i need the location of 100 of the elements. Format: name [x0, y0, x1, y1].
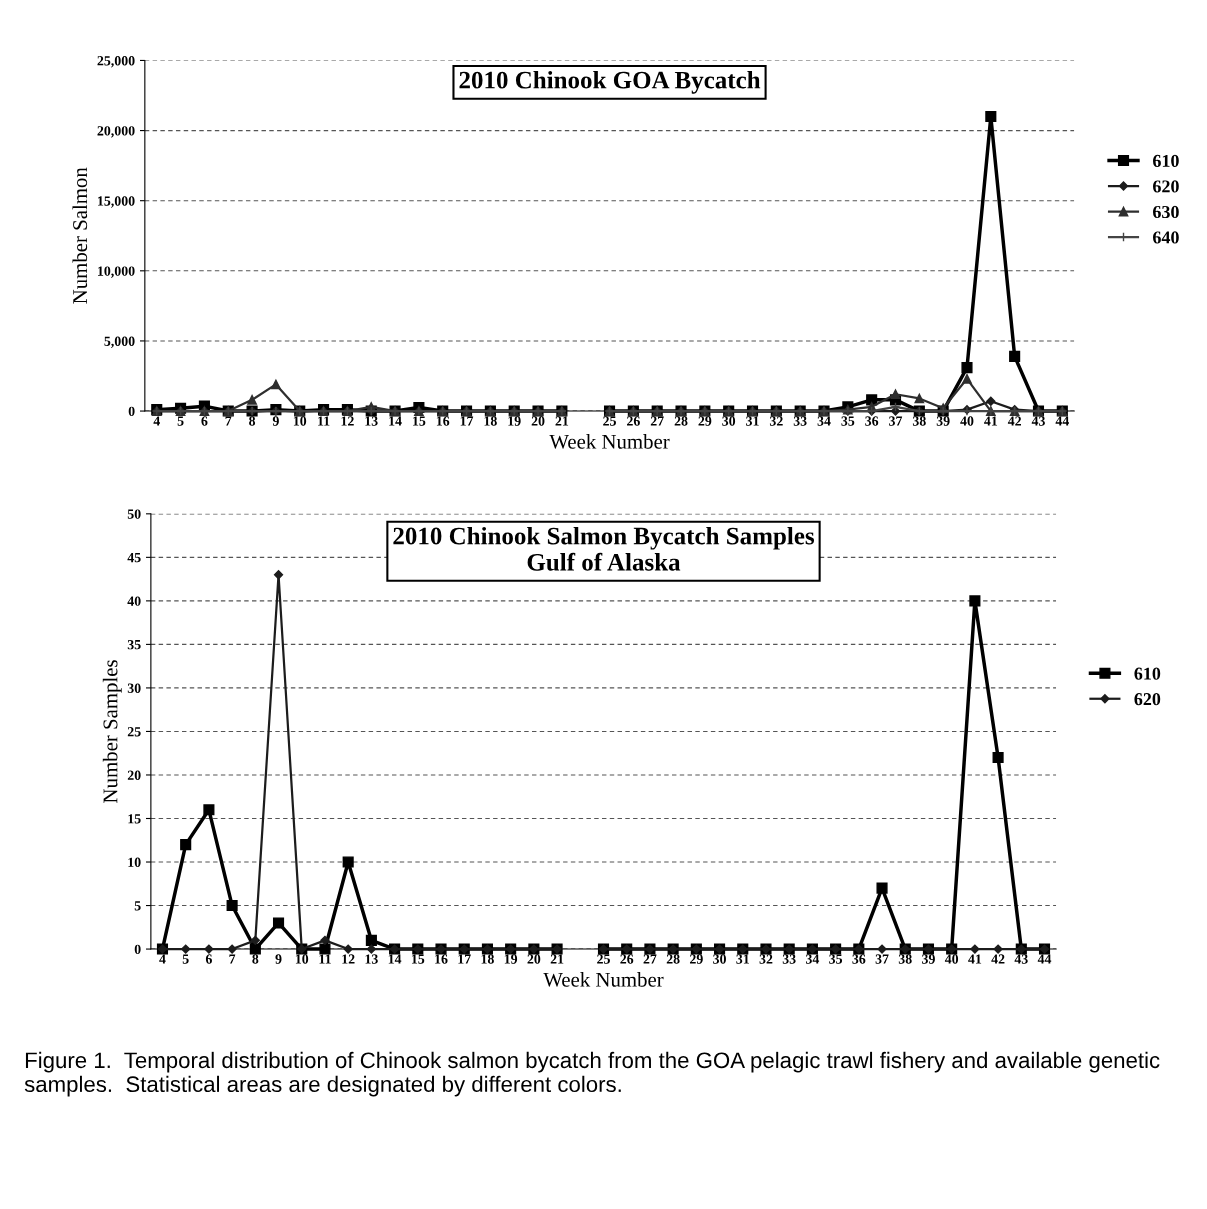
x-tick-label: 15: [413, 416, 426, 426]
y-tick-label: 45: [127, 553, 141, 563]
x-tick-label: 21: [550, 954, 564, 964]
x-tick-label: 32: [759, 954, 773, 964]
x-tick-label: 20: [531, 416, 545, 426]
x-axis-title: Week Number: [543, 972, 664, 987]
legend-label: 640: [1153, 231, 1179, 244]
x-tick-label: 12: [342, 954, 355, 964]
x-axis-title: Week Number: [549, 434, 670, 449]
x-tick-label: 31: [736, 954, 749, 964]
x-tick-label: 6: [205, 954, 212, 964]
x-tick-label: 25: [603, 416, 616, 426]
x-tick-label: 36: [852, 954, 866, 964]
x-tick-label: 19: [504, 954, 518, 964]
x-tick-label: 34: [805, 954, 820, 964]
x-tick-label: 20: [527, 954, 541, 964]
x-tick-label: 41: [984, 416, 998, 426]
x-tick-label: 40: [944, 954, 959, 964]
legend-label: 630: [1153, 205, 1179, 219]
x-tick-label: 40: [960, 416, 974, 426]
y-tick-label: 50: [127, 509, 141, 519]
x-tick-label: 4: [159, 954, 166, 964]
x-tick-label: 30: [713, 954, 726, 964]
x-tick-label: 8: [249, 416, 256, 426]
legend-label: 620: [1153, 180, 1179, 193]
x-tick-label: 43: [1031, 416, 1045, 426]
y-tick-label: 35: [127, 640, 141, 650]
x-tick-label: 8: [252, 954, 259, 964]
x-tick-label: 9: [272, 416, 279, 426]
x-tick-label: 39: [922, 954, 935, 964]
y-tick-label: 10,000: [98, 266, 135, 278]
x-tick-label: 9: [275, 954, 282, 964]
x-tick-label: 11: [319, 954, 331, 964]
x-tick-label: 18: [481, 954, 494, 964]
x-tick-label: 33: [782, 954, 796, 964]
x-tick-label: 31: [746, 416, 759, 426]
x-tick-label: 34: [817, 416, 831, 426]
x-tick-label: 36: [865, 416, 879, 426]
x-tick-label: 28: [666, 954, 680, 964]
y-axis-title: Number Samples: [102, 660, 122, 803]
x-tick-label: 43: [1014, 954, 1028, 964]
legend-label: 620: [1134, 693, 1161, 706]
x-tick-label: 16: [436, 416, 450, 426]
x-tick-label: 44: [1037, 954, 1052, 964]
x-tick-label: 27: [650, 416, 664, 426]
x-tick-label: 7: [225, 416, 232, 426]
x-tick-label: 27: [643, 954, 657, 964]
y-tick-label: 0: [128, 406, 135, 417]
x-tick-label: 19: [508, 416, 521, 426]
x-tick-label: 29: [698, 416, 712, 426]
y-tick-label: 30: [127, 683, 141, 693]
x-tick-label: 25: [597, 954, 610, 964]
y-tick-label: 20: [127, 770, 141, 780]
x-tick-label: 15: [411, 954, 425, 964]
x-tick-label: 35: [829, 954, 843, 964]
x-tick-label: 26: [620, 954, 634, 964]
y-tick-label: 40: [127, 596, 141, 606]
x-tick-label: 30: [722, 416, 736, 426]
x-tick-label: 33: [793, 416, 807, 426]
x-tick-label: 17: [460, 416, 474, 426]
x-tick-label: 17: [458, 954, 471, 964]
y-axis-title: Number Salmon: [72, 167, 88, 304]
x-tick-label: 21: [555, 416, 569, 426]
x-tick-label: 13: [365, 416, 378, 426]
caption: Figure 1. Temporal distribution of Chinook salmon bycatch from the GOA pelagic trawl fishery and available genetic samples. Statistical areas are designated by different colors.: [24, 1051, 1160, 1097]
x-tick-label: 39: [936, 416, 950, 426]
x-tick-label: 5: [177, 416, 184, 426]
x-tick-label: 37: [889, 416, 903, 426]
x-tick-label: 42: [1007, 416, 1021, 426]
x-tick-label: 7: [229, 954, 236, 964]
x-tick-label: 18: [484, 416, 497, 426]
x-tick-label: 38: [912, 416, 926, 426]
y-tick-label: 15: [128, 814, 141, 824]
y-tick-label: 0: [134, 944, 141, 955]
legend-label: 610: [1153, 154, 1179, 167]
y-tick-label: 5: [134, 901, 141, 911]
y-tick-label: 25: [127, 727, 141, 737]
text: 2010 Chinook Salmon Bycatch Samples Gulf of Alaska: [393, 526, 815, 571]
x-tick-label: 29: [689, 954, 703, 964]
legend-label: 610: [1134, 667, 1161, 680]
y-tick-label: 15,000: [98, 196, 135, 208]
x-tick-label: 5: [182, 954, 189, 964]
x-tick-label: 26: [627, 416, 640, 426]
x-tick-label: 14: [388, 954, 402, 964]
x-tick-label: 41: [968, 954, 982, 964]
x-tick-label: 13: [365, 954, 378, 964]
x-tick-label: 35: [841, 416, 855, 426]
x-tick-label: 14: [389, 416, 402, 426]
y-tick-label: 10: [128, 857, 141, 867]
x-tick-label: 37: [875, 954, 889, 964]
x-tick-label: 12: [341, 416, 354, 426]
x-tick-label: 11: [318, 416, 330, 426]
x-tick-label: 44: [1055, 416, 1069, 426]
y-tick-label: 20,000: [97, 126, 135, 138]
x-tick-label: 10: [295, 954, 309, 964]
y-tick-label: 5,000: [104, 336, 135, 348]
x-tick-label: 16: [435, 954, 448, 964]
x-tick-label: 4: [153, 416, 160, 426]
y-tick-label: 25,000: [97, 56, 135, 68]
x-tick-label: 10: [293, 416, 307, 426]
